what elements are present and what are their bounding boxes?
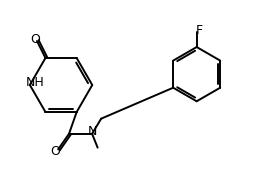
- Text: NH: NH: [25, 76, 44, 89]
- Text: F: F: [195, 24, 202, 37]
- Text: O: O: [30, 33, 40, 46]
- Text: O: O: [50, 145, 60, 158]
- Text: N: N: [88, 125, 97, 138]
